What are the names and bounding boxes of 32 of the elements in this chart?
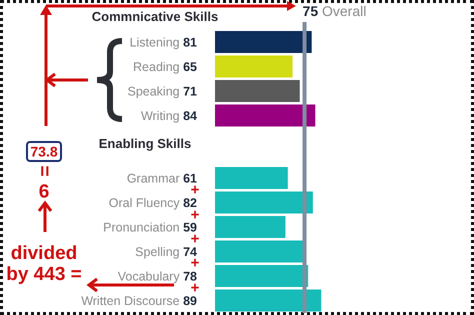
data-label: 81 (180, 35, 198, 50)
bar (215, 290, 322, 312)
y-tick-label: Pronunciation (103, 220, 180, 234)
text: 73.8 (30, 142, 58, 162)
y-tick-label: Reading (133, 60, 180, 74)
bar (215, 104, 316, 126)
ref-line-label: 75 Overall (302, 3, 366, 19)
chart-title: Commnicative Skills (92, 9, 218, 24)
y-tick-label: Grammar (126, 171, 180, 186)
data-label: 89 (180, 294, 198, 308)
bar (215, 192, 313, 214)
bar (215, 240, 304, 262)
bar (215, 31, 312, 53)
y-tick-label: Written Discourse (81, 294, 180, 308)
bar (215, 265, 308, 287)
y-tick-label: Spelling (135, 244, 180, 259)
text: divided by 443 = (5, 243, 83, 285)
chart-title: Enabling Skills (98, 136, 192, 151)
data-label: 71 (180, 84, 198, 98)
data-label: 84 (180, 108, 198, 123)
y-tick-label: Writing (140, 108, 180, 123)
y-tick-label: Oral Fluency (108, 196, 180, 210)
y-tick-label: Vocabulary (118, 269, 180, 284)
bar (215, 56, 293, 78)
data-label: 65 (180, 60, 198, 74)
bar (215, 216, 286, 238)
text: = (34, 165, 54, 177)
y-tick-label: Listening (130, 35, 180, 50)
bar (215, 167, 288, 189)
y-tick-label: Speaking (127, 84, 180, 98)
bar (215, 80, 300, 102)
text: 6 (38, 182, 50, 202)
